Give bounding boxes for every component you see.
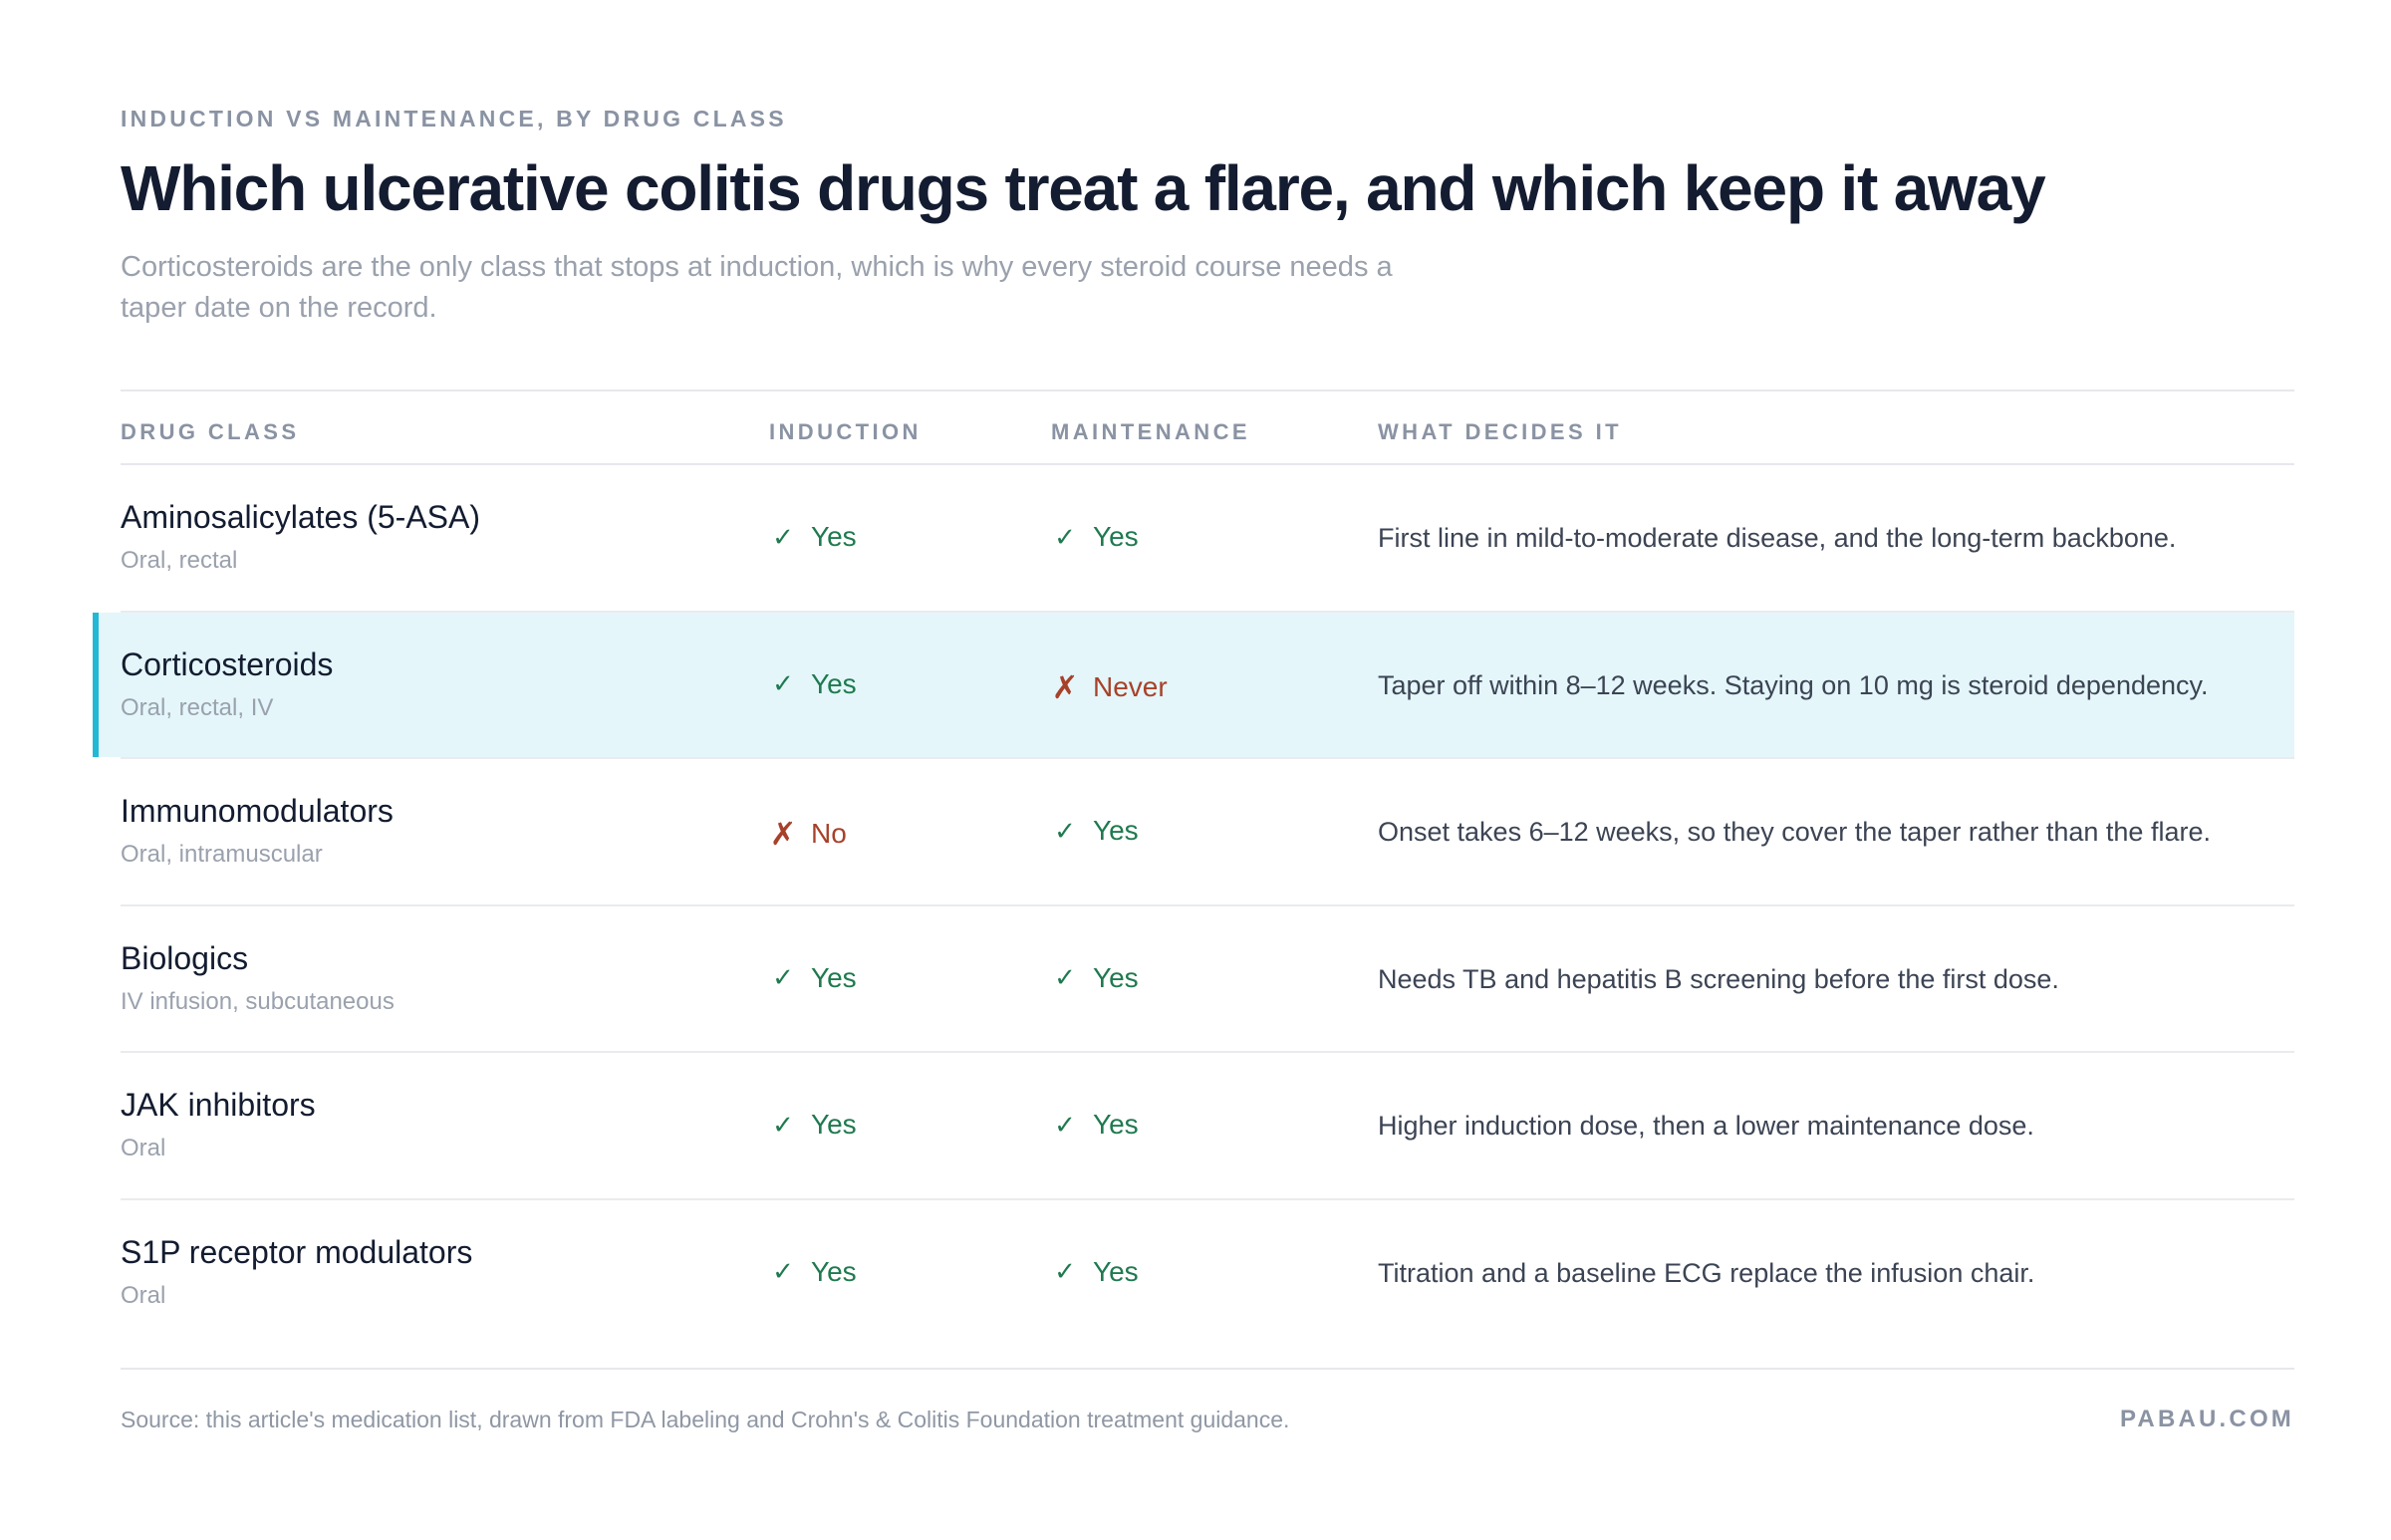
what-decides-it-note: Taper off within 8–12 weeks. Staying on …	[1378, 669, 2209, 700]
drug-class-route: IV infusion, subcutaneous	[121, 987, 395, 1015]
what-decides-it-note: Onset takes 6–12 weeks, so they cover th…	[1378, 817, 2211, 848]
drug-class-name: JAK inhibitors	[121, 1087, 316, 1124]
drug-class-name: S1P receptor modulators	[121, 1233, 473, 1270]
table-row: Immunomodulators Oral, intramuscular ✗ No ✓ Y…	[121, 759, 2294, 906]
induction-status: ✗ No	[769, 815, 847, 853]
table-body: Aminosalicylates (5-ASA) Oral, rectal ✓ Yes…	[93, 465, 2294, 1348]
page-title: Which ulcerative colitis drugs treat a f…	[121, 152, 2046, 224]
column-header-drug-class: DRUG CLASS	[121, 419, 300, 444]
maintenance-value: Yes	[1093, 815, 1139, 847]
induction-value: Yes	[811, 667, 857, 699]
column-header-maintenance: MAINTENANCE	[1051, 419, 1250, 444]
induction-status: ✓ Yes	[769, 1109, 857, 1141]
drug-class-route: Oral, rectal	[121, 547, 238, 574]
table-row: Corticosteroids Oral, rectal, IV ✓ Yes ✗ Neve…	[93, 612, 2294, 760]
induction-status: ✓ Yes	[769, 668, 857, 700]
check-icon: ✓	[772, 962, 794, 993]
what-decides-it-note: Titration and a baseline ECG replace the…	[1378, 1257, 2035, 1288]
drug-class-name: Aminosalicylates (5-ASA)	[121, 499, 480, 535]
table-row: JAK inhibitors Oral ✓ Yes ✓ Yes Higher inducti…	[121, 1053, 2294, 1200]
table-row: S1P receptor modulators Oral ✓ Yes ✓ Yes Titra…	[121, 1200, 2294, 1348]
induction-value: Yes	[811, 521, 857, 552]
maintenance-value: Yes	[1093, 1109, 1139, 1141]
induction-value: Yes	[811, 1109, 857, 1141]
maintenance-value: Yes	[1093, 521, 1139, 552]
what-decides-it-note: Higher induction dose, then a lower main…	[1378, 1111, 2034, 1142]
maintenance-value: Yes	[1093, 961, 1139, 993]
table-row: Biologics IV infusion, subcutaneous ✓ Yes ✓ Y…	[121, 906, 2294, 1054]
check-icon: ✓	[1054, 962, 1076, 993]
maintenance-value: Yes	[1093, 1255, 1139, 1287]
drug-class-table: DRUG CLASS INDUCTION MAINTENANCE WHAT DE…	[93, 389, 2294, 1348]
check-icon: ✓	[1054, 815, 1076, 846]
induction-value: Yes	[811, 1255, 857, 1287]
brand-label: PABAU.COM	[2119, 1406, 2294, 1432]
check-icon: ✓	[1054, 1256, 1076, 1287]
what-decides-it-note: First line in mild-to-moderate disease, …	[1378, 523, 2177, 553]
check-icon: ✓	[772, 1109, 794, 1140]
page-subtitle: Corticosteroids are the only class that …	[121, 251, 1393, 324]
drug-class-route: Oral	[121, 1281, 166, 1309]
maintenance-status: ✓ Yes	[1051, 815, 1139, 847]
table-header: DRUG CLASS INDUCTION MAINTENANCE WHAT DE…	[121, 389, 2294, 465]
drug-class-route: Oral, intramuscular	[121, 841, 323, 869]
maintenance-status: ✓ Yes	[1051, 521, 1139, 553]
drug-class-name: Immunomodulators	[121, 793, 394, 830]
drug-class-route: Oral, rectal, IV	[121, 693, 274, 721]
maintenance-status: ✓ Yes	[1051, 1109, 1139, 1141]
source-note: Source: this article's medication list, …	[121, 1407, 1290, 1432]
check-icon: ✓	[772, 668, 794, 699]
cross-icon: ✗	[1051, 668, 1079, 705]
induction-status: ✓ Yes	[769, 1256, 857, 1288]
check-icon: ✓	[772, 1256, 794, 1287]
drug-class-name: Biologics	[121, 939, 249, 976]
check-icon: ✓	[772, 521, 794, 552]
maintenance-status: ✓ Yes	[1051, 962, 1139, 994]
induction-status: ✓ Yes	[769, 521, 857, 553]
what-decides-it-note: Needs TB and hepatitis B screening befor…	[1378, 963, 2059, 994]
induction-value: No	[811, 818, 847, 850]
drug-class-name: Corticosteroids	[121, 645, 334, 682]
footer-divider	[121, 1368, 2294, 1370]
maintenance-status: ✓ Yes	[1051, 1256, 1139, 1288]
drug-class-route: Oral	[121, 1135, 166, 1162]
maintenance-value: Never	[1093, 670, 1168, 702]
column-header-induction: INDUCTION	[769, 419, 922, 444]
check-icon: ✓	[1054, 1109, 1076, 1140]
check-icon: ✓	[1054, 521, 1076, 552]
induction-status: ✓ Yes	[769, 962, 857, 994]
induction-value: Yes	[811, 961, 857, 993]
table-row: Aminosalicylates (5-ASA) Oral, rectal ✓ Yes…	[121, 465, 2294, 613]
column-header-what-decides-it: WHAT DECIDES IT	[1378, 419, 1622, 444]
cross-icon: ✗	[769, 816, 797, 853]
maintenance-status: ✗ Never	[1051, 668, 1168, 706]
eyebrow-label: INDUCTION VS MAINTENANCE, BY DRUG CLASS	[121, 106, 787, 131]
